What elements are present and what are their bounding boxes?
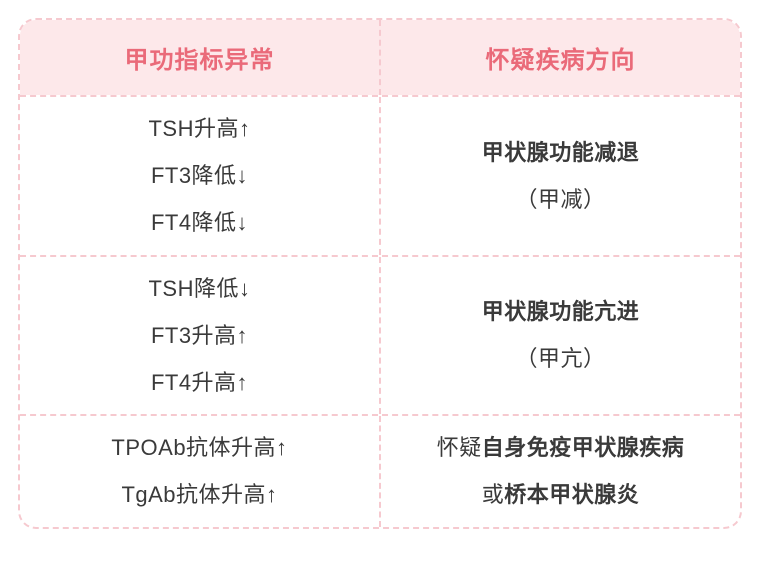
header-cell-right: 怀疑疾病方向 bbox=[381, 20, 740, 95]
table-header-row: 甲功指标异常 怀疑疾病方向 bbox=[20, 20, 740, 95]
diagnosis-line: （甲减） bbox=[515, 182, 605, 217]
indicator-line: FT3降低↓ bbox=[151, 158, 248, 193]
indicators-cell: TSH升高↑ FT3降低↓ FT4降低↓ bbox=[20, 97, 381, 255]
indicator-line: FT3升高↑ bbox=[151, 318, 248, 353]
indicator-line: TPOAb抗体升高↑ bbox=[111, 430, 287, 465]
thyroid-table: 甲功指标异常 怀疑疾病方向 TSH升高↑ FT3降低↓ FT4降低↓ 甲状腺功能… bbox=[18, 18, 742, 529]
indicator-line: TSH降低↓ bbox=[148, 271, 250, 306]
table-row: TPOAb抗体升高↑ TgAb抗体升高↑ 怀疑自身免疫甲状腺疾病 或桥本甲状腺炎 bbox=[20, 414, 740, 526]
diagnosis-line: 或桥本甲状腺炎 bbox=[482, 477, 640, 512]
indicator-line: FT4降低↓ bbox=[151, 205, 248, 240]
indicator-line: TgAb抗体升高↑ bbox=[121, 477, 277, 512]
table-row: TSH升高↑ FT3降低↓ FT4降低↓ 甲状腺功能减退 （甲减） bbox=[20, 95, 740, 255]
header-cell-left: 甲功指标异常 bbox=[20, 20, 381, 95]
header-label-right: 怀疑疾病方向 bbox=[486, 40, 636, 75]
indicator-line: TSH升高↑ bbox=[148, 111, 250, 146]
diagnosis-line: 怀疑自身免疫甲状腺疾病 bbox=[437, 430, 685, 465]
indicators-cell: TPOAb抗体升高↑ TgAb抗体升高↑ bbox=[20, 416, 381, 526]
diagnosis-cell: 甲状腺功能减退 （甲减） bbox=[381, 97, 740, 255]
diagnosis-line: 甲状腺功能减退 bbox=[482, 135, 640, 170]
table-row: TSH降低↓ FT3升高↑ FT4升高↑ 甲状腺功能亢进 （甲亢） bbox=[20, 255, 740, 415]
diagnosis-line: 甲状腺功能亢进 bbox=[482, 294, 640, 329]
diagnosis-cell: 怀疑自身免疫甲状腺疾病 或桥本甲状腺炎 bbox=[381, 416, 740, 526]
header-label-left: 甲功指标异常 bbox=[125, 40, 275, 75]
indicator-line: FT4升高↑ bbox=[151, 365, 248, 400]
indicators-cell: TSH降低↓ FT3升高↑ FT4升高↑ bbox=[20, 257, 381, 415]
diagnosis-cell: 甲状腺功能亢进 （甲亢） bbox=[381, 257, 740, 415]
diagnosis-line: （甲亢） bbox=[515, 341, 605, 376]
